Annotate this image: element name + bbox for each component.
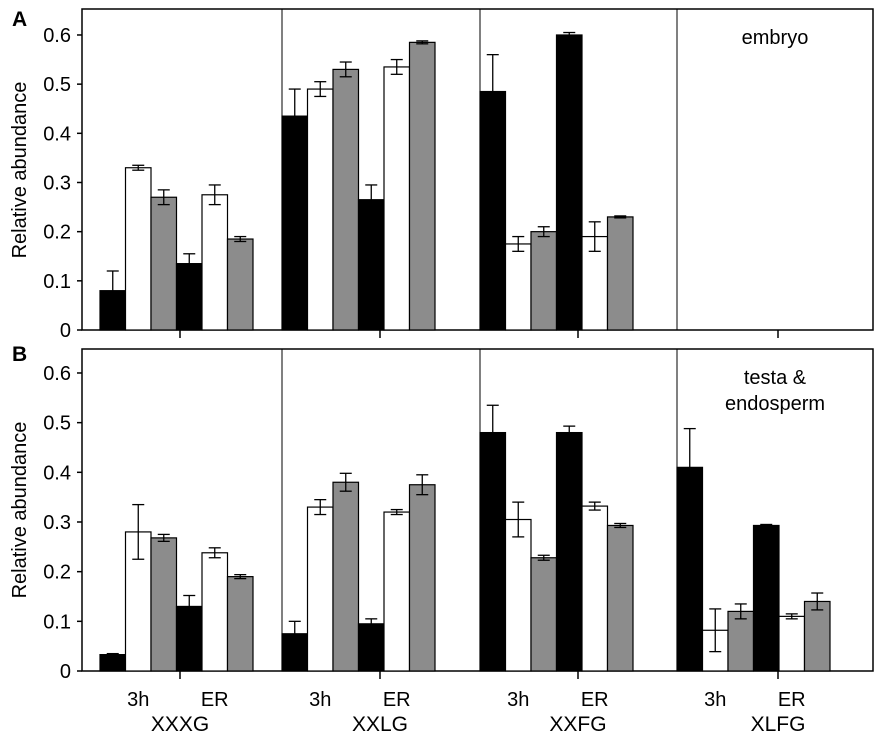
panel-b-ytick-label-1: 0.1	[43, 611, 71, 633]
panel-b-ytick-label-3: 0.3	[43, 512, 71, 534]
panel-a-bar-xxlg-0	[281, 115, 309, 331]
panel-a-ytick-label-6: 0.6	[43, 25, 71, 47]
panel-b-bar-xxlg-1	[306, 506, 334, 672]
xtick-sublabel-er-xxlg: ER	[383, 689, 411, 711]
xtick-sublabel-3h-xxfg: 3h	[507, 689, 529, 711]
xtick-sublabel-er-xlfg: ER	[778, 689, 806, 711]
panel-b-bar-xxfg-2	[530, 557, 558, 672]
panel-a-bar-xxxg-4	[201, 194, 229, 331]
panel-a-bar-xxlg-5	[408, 41, 436, 331]
panel-b-bar-xlfg-3	[752, 524, 780, 672]
panel-b-bar-xxlg-4	[383, 511, 411, 672]
panel-a-ytick-label-5: 0.5	[43, 74, 71, 96]
panel-b-bar-xxfg-5	[606, 524, 634, 672]
xtick-sublabel-er-xxfg: ER	[581, 689, 609, 711]
panel-a-marks: 0 0.1 0.2 0.3 0.4 0.5 0.6	[43, 9, 779, 342]
panel-b-bar-xlfg-4	[778, 615, 806, 672]
panel-b-bar-xxfg-0	[479, 431, 507, 672]
panel-b-bar-xxlg-2	[332, 481, 360, 672]
panel-b-label: B	[12, 343, 27, 366]
panel-b-bar-xxlg-3	[357, 623, 385, 672]
panel-a-frame	[81, 8, 874, 331]
panel-b-ytick-label-6: 0.6	[43, 363, 71, 385]
panel-a-bar-xxfg-3	[555, 34, 583, 331]
panel-a-ytick-label-3: 0.3	[43, 172, 71, 194]
panel-b-ytick-label-5: 0.5	[43, 413, 71, 435]
panel-a-bar-xxfg-4	[581, 235, 609, 331]
panel-a-bar-xxlg-3	[357, 199, 385, 331]
panel-b-ylabel: Relative abundance	[9, 422, 31, 599]
xtick-group-label-xxfg: XXFG	[549, 713, 606, 736]
xtick-sublabel-3h-xxlg: 3h	[309, 689, 331, 711]
panel-a-ytick-label-2: 0.2	[43, 222, 71, 244]
panel-b-bar-xxlg-5	[408, 484, 436, 672]
xtick-sublabel-er-xxxg: ER	[201, 689, 229, 711]
panel-a-ytick-label-4: 0.4	[43, 123, 71, 145]
panel-a-bar-xxlg-1	[306, 88, 334, 331]
panel-a-ylabel: Relative abundance	[9, 82, 31, 259]
panel-a-bar-xxfg-0	[479, 90, 507, 331]
panel-b-bar-xlfg-2	[727, 610, 755, 672]
panel-b-ytick-label-0: 0	[60, 661, 71, 683]
panel-b-annotation-line-2: endosperm	[725, 393, 825, 415]
panel-a-bar-xxxg-2	[150, 196, 178, 331]
panel-a-bar-xxxg-5	[226, 238, 254, 331]
panel-b-bar-xxxg-5	[226, 576, 254, 672]
panel-b: B Relative abundance testa & endosperm 0…	[9, 343, 874, 736]
panel-a-bar-xxfg-5	[606, 216, 634, 331]
panel-b-ytick-label-2: 0.2	[43, 562, 71, 584]
xtick-group-label-xlfg: XLFG	[751, 713, 806, 736]
xtick-sublabel-3h-xlfg: 3h	[704, 689, 726, 711]
panel-b-bar-xxfg-3	[555, 431, 583, 672]
panel-a-ytick-label-0: 0	[60, 320, 71, 342]
panel-b-bar-xxfg-1	[504, 518, 532, 672]
panel-a-ytick-label-1: 0.1	[43, 271, 71, 293]
panel-b-frame	[81, 348, 874, 672]
panel-a-bar-xxfg-2	[530, 231, 558, 331]
panel-b-bar-xxfg-4	[581, 505, 609, 672]
panel-a-bar-xxlg-4	[383, 66, 411, 331]
xtick-group-label-xxxg: XXXG	[151, 713, 209, 736]
panel-a-bar-xxxg-3	[175, 263, 203, 331]
xtick-group-label-xxlg: XXLG	[352, 713, 408, 736]
panel-b-bar-xxxg-0	[99, 654, 127, 672]
panel-a-bar-xxxg-1	[124, 167, 152, 331]
xtick-sublabel-3h-xxxg: 3h	[127, 689, 149, 711]
panel-b-ytick-label-4: 0.4	[43, 462, 71, 484]
panel-a-bar-xxlg-2	[332, 68, 360, 331]
panel-b-annotation-line-1: testa &	[744, 367, 807, 389]
panel-b-bar-xxxg-2	[150, 537, 178, 672]
panel-a-bar-xxfg-1	[504, 243, 532, 331]
panel-b-bar-xxxg-4	[201, 552, 229, 672]
panel-a: A Relative abundance embryo 0 0.1 0.2 0.3 0.…	[9, 8, 874, 342]
panel-b-bar-xlfg-5	[803, 600, 831, 672]
panel-a-annotation: embryo	[742, 27, 809, 49]
panel-a-label: A	[12, 8, 27, 31]
